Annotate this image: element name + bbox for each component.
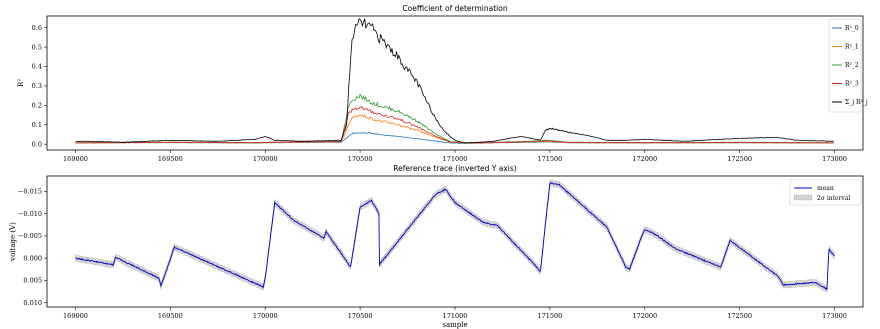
y-tick-label: 0.000	[23, 254, 42, 262]
plot-frame	[46, 175, 864, 308]
x-tick-label: 172500	[727, 312, 752, 320]
chart-title: Reference trace (inverted Y axis)	[393, 164, 516, 173]
y-axis-label: voltage (V)	[9, 222, 17, 262]
legend-label-2: R²_2	[845, 62, 859, 69]
x-tick-label: 169000	[63, 155, 88, 163]
x-tick-label: 171000	[443, 155, 468, 163]
y-tick-label: −0.010	[18, 210, 42, 218]
plot-frame	[46, 15, 864, 151]
x-tick-label: 169500	[158, 312, 183, 320]
y-tick-label: 0.0	[32, 140, 42, 148]
x-axis-label: sample	[442, 321, 467, 329]
x-tick-label: 171500	[537, 155, 562, 163]
x-tick-label: 171500	[537, 312, 562, 320]
y-tick-label: −0.005	[18, 232, 42, 240]
x-tick-label: 169500	[158, 155, 183, 163]
legend-swatch-interval	[793, 194, 813, 201]
trace-axes: 169000 169500 170000 170500 171000 171500 1720…	[9, 164, 864, 329]
x-tick-label: 171000	[443, 312, 468, 320]
r2-axes: 169000 169500 170000 170500 171000 171500 1720…	[17, 4, 868, 163]
x-tick-label: 169000	[63, 312, 88, 320]
y-tick-label: 0.010	[23, 299, 42, 307]
series-line-3	[75, 106, 834, 144]
y-tick-label: 0.2	[32, 102, 42, 110]
sigma-band	[75, 179, 835, 293]
x-tick-label: 170000	[253, 312, 278, 320]
y-tick-label: 0.005	[23, 277, 42, 285]
legend-frame	[828, 18, 862, 113]
legend-label-0: R²_0	[845, 25, 859, 32]
x-tick-label: 170500	[348, 155, 373, 163]
legend-label-mean: mean	[817, 185, 834, 192]
legend: mean 2σ interval	[789, 179, 862, 206]
series-line-2	[75, 93, 834, 144]
legend-label-4: Σ_j R²_j	[845, 99, 868, 106]
legend: R²_0 R²_1 R²_2 R²_3 Σ_j R²_j	[828, 18, 868, 113]
x-tick-label: 172000	[632, 312, 657, 320]
series-line-4	[75, 17, 834, 144]
legend-label-1: R²_1	[845, 44, 859, 51]
x-tick-label: 170000	[253, 155, 278, 163]
x-tick-label: 170500	[348, 312, 373, 320]
y-axis-label: R²	[17, 79, 25, 87]
x-tick-label: 172000	[632, 155, 657, 163]
y-tick-label: 0.4	[32, 63, 42, 71]
y-tick-label: 0.1	[32, 121, 42, 129]
y-tick-label: 0.6	[32, 24, 42, 32]
mean-line	[75, 181, 835, 290]
y-tick-label: 0.5	[32, 43, 42, 51]
x-tick-label: 173000	[822, 155, 847, 163]
x-tick-label: 172500	[727, 155, 752, 163]
y-tick-label: 0.3	[32, 82, 42, 90]
y-tick-label: −0.015	[18, 188, 42, 196]
chart-title: Coefficient of determination	[402, 4, 507, 13]
legend-label-3: R²_3	[845, 81, 859, 88]
legend-label-interval: 2σ interval	[817, 195, 850, 202]
x-tick-label: 173000	[822, 312, 847, 320]
